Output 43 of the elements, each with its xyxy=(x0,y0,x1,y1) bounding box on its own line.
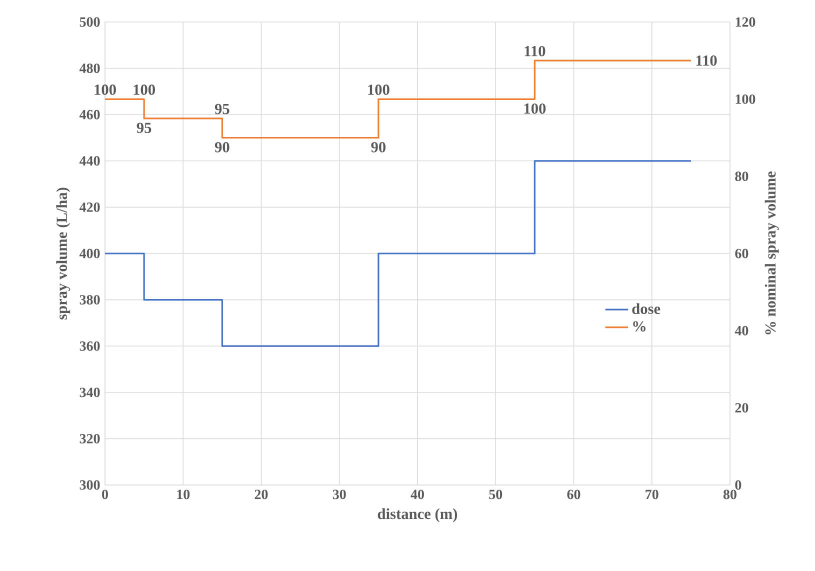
data-label: 100 xyxy=(368,84,390,95)
y2-tick-label: 120 xyxy=(736,17,756,27)
line-series xyxy=(104,160,692,347)
x-tick-label: 80 xyxy=(723,490,736,500)
data-label: 95 xyxy=(214,104,230,114)
y2-tick-label: 60 xyxy=(735,248,748,258)
y-tick-label: 480 xyxy=(79,64,100,74)
x-tick-label: 40 xyxy=(410,490,424,500)
x-tick-label: 20 xyxy=(254,490,268,500)
data-label: 110 xyxy=(524,46,546,56)
y-tick-label: 320 xyxy=(80,434,100,444)
y2-tick-label: 80 xyxy=(735,172,748,182)
y-tick-label: 440 xyxy=(79,156,100,166)
x-tick-label: 50 xyxy=(489,490,502,500)
y2-tick-label: 20 xyxy=(735,403,748,413)
data-label: 90 xyxy=(214,142,230,152)
y-tick-label: 300 xyxy=(80,480,100,490)
y-tick-label: 420 xyxy=(79,202,100,212)
y2-tick-label: 100 xyxy=(736,94,756,104)
legend-label: % xyxy=(633,321,646,332)
x-tick-label: 30 xyxy=(332,490,346,500)
y-tick-label: 340 xyxy=(80,388,100,398)
data-label: 110 xyxy=(696,55,717,66)
data-label: 90 xyxy=(371,142,386,152)
x-tick-label: 70 xyxy=(646,490,658,500)
data-label: 95 xyxy=(136,122,152,134)
y-tick-label: 380 xyxy=(80,295,100,305)
y-axis-title: spray volume (L/ha) xyxy=(56,188,70,320)
x-tick-label: 10 xyxy=(177,490,190,500)
y-tick-label: 400 xyxy=(79,248,100,258)
y-tick-label: 500 xyxy=(80,17,100,27)
x-axis-title: distance (m) xyxy=(378,508,458,522)
x-tick-label: 60 xyxy=(567,490,580,500)
data-label: 100 xyxy=(134,84,155,95)
data-label: 100 xyxy=(524,103,546,114)
legend-label: dose xyxy=(632,303,660,314)
y2-tick-label: 0 xyxy=(735,480,742,490)
y-tick-label: 460 xyxy=(79,110,100,120)
y2-tick-label: 40 xyxy=(734,326,748,336)
y-tick-label: 360 xyxy=(80,341,100,351)
data-label: 100 xyxy=(94,84,116,95)
x-tick-label: 0 xyxy=(102,490,108,500)
y2-axis-title: % nominal spray volume xyxy=(764,171,779,334)
